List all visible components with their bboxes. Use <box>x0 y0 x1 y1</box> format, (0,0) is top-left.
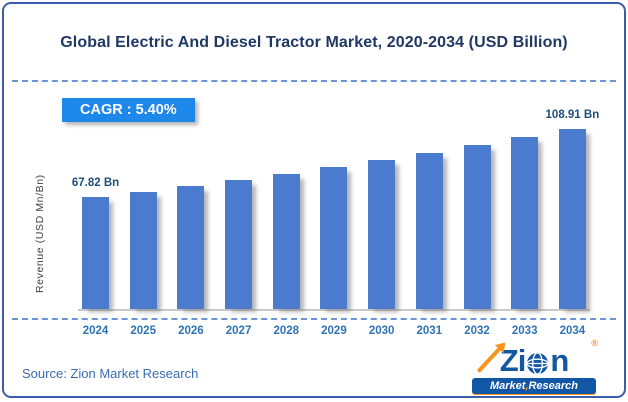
bar-value-label: 67.82 Bn <box>71 177 120 189</box>
cagr-badge: CAGR : 5.40% <box>62 98 195 122</box>
top-dashed-divider <box>12 80 616 82</box>
bar-2032 <box>463 145 491 309</box>
bottom-dashed-divider <box>12 318 616 320</box>
bar-cell <box>368 124 396 309</box>
bar-2028 <box>272 174 300 309</box>
x-tick-2025: 2025 <box>130 325 156 337</box>
bar-2027 <box>225 180 253 309</box>
bar-cell <box>177 124 205 309</box>
bar-cell <box>415 124 443 309</box>
zion-logo-tagline: Market, Research <box>472 378 596 394</box>
bar-2026 <box>177 186 205 309</box>
chart-frame: Global Electric And Diesel Tractor Marke… <box>2 2 626 398</box>
y-axis-title: Revenue (USD Mn/Bn) <box>34 174 46 294</box>
logo-letter-i: i <box>517 343 527 378</box>
source-note: Source: Zion Market Research <box>22 366 199 381</box>
globe-icon <box>526 352 550 375</box>
x-tick-2030: 2030 <box>368 325 395 337</box>
bar-2034 <box>558 129 586 309</box>
bar-2029 <box>320 167 348 309</box>
bar-cell <box>511 124 539 309</box>
bar-cell: 108.91 Bn <box>546 109 599 309</box>
x-tick-2029: 2029 <box>321 325 347 337</box>
x-tick-2028: 2028 <box>273 325 300 337</box>
chart-title: Global Electric And Diesel Tractor Marke… <box>60 34 568 51</box>
bar-cell <box>463 124 491 309</box>
bar-2025 <box>129 192 157 309</box>
bar-cell <box>225 124 253 309</box>
x-tick-2034: 2034 <box>559 325 586 337</box>
x-tick-2032: 2032 <box>464 325 490 337</box>
bar-cell <box>129 124 157 309</box>
bar-2030 <box>368 160 396 309</box>
arrow-up-icon <box>476 346 502 374</box>
tagline-comma: , <box>525 380 529 392</box>
x-tick-2024: 2024 <box>82 325 109 337</box>
x-tick-2033: 2033 <box>511 325 538 337</box>
registered-trademark-icon: ® <box>591 338 598 348</box>
bar-2033 <box>511 137 539 309</box>
bar-chart: 67.82 Bn 108.91 Bn <box>72 109 599 309</box>
x-tick-2026: 2026 <box>178 325 204 337</box>
bar-2024 <box>82 197 109 309</box>
x-tick-2027: 2027 <box>225 325 252 337</box>
bar-cell <box>320 124 348 309</box>
x-axis-baseline <box>78 309 590 311</box>
tagline-research: Research <box>528 380 579 392</box>
bar-value-label: 108.91 Bn <box>545 109 600 121</box>
bar-cell <box>272 124 300 309</box>
x-axis-labels: 2024 2025 2026 2027 2028 2029 2030 2031 2032 2033… <box>82 325 586 337</box>
x-tick-2031: 2031 <box>416 325 443 337</box>
tagline-market: Market <box>489 380 526 392</box>
logo-letter-n: n <box>550 343 569 378</box>
logo-letter-z: Z <box>499 343 519 378</box>
bar-cell: 67.82 Bn <box>72 124 119 309</box>
bar-2031 <box>415 153 443 309</box>
